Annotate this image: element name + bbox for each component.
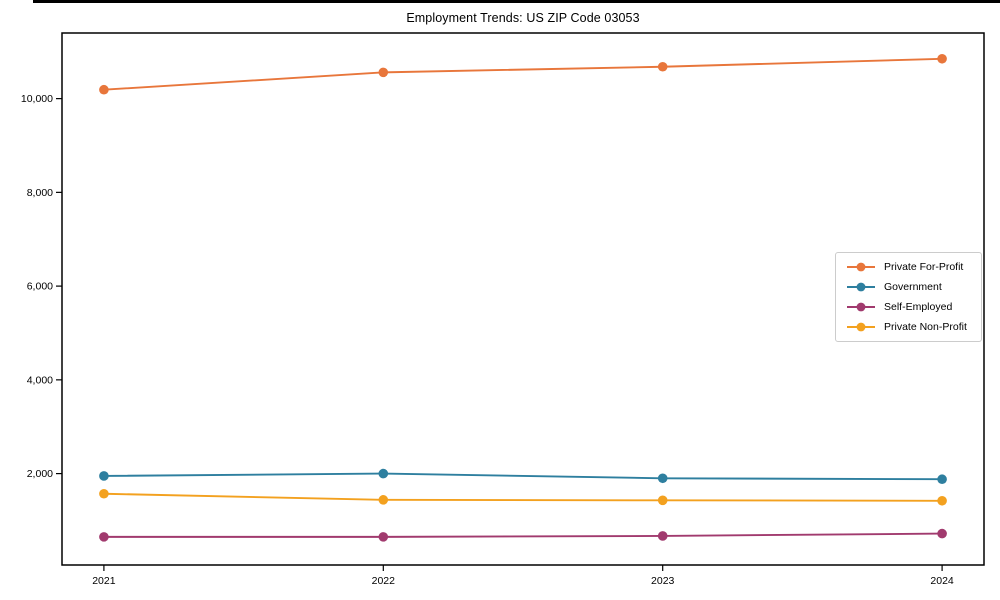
x-tick-label: 2023: [651, 575, 675, 587]
legend-marker-icon: [847, 302, 875, 312]
legend-label: Private For-Profit: [884, 261, 964, 273]
data-point-private-non-profit-2021: [99, 488, 109, 499]
plot-border: [61, 32, 985, 566]
data-point-private-for-profit-2024: [937, 53, 947, 64]
data-point-private-non-profit-2024: [937, 495, 947, 506]
legend-entry-private-for-profit: Private For-Profit: [846, 261, 971, 273]
data-point-government-2022: [378, 468, 389, 479]
data-point-government-2021: [99, 471, 109, 481]
chart-title: Employment Trends: US ZIP Code 03053: [406, 11, 640, 25]
series-line-self-employed: [103, 532, 943, 538]
x-tick-label: 2022: [372, 575, 396, 587]
legend-marker-icon: [847, 262, 875, 272]
legend-label: Self-Employed: [884, 301, 953, 313]
legend-entry-private-non-profit: Private Non-Profit: [846, 321, 971, 333]
y-tick-label: 6,000: [27, 281, 53, 293]
series-line-private-non-profit: [103, 492, 943, 502]
data-point-government-2023: [657, 473, 668, 484]
legend-entry-self-employed: Self-Employed: [846, 301, 971, 313]
data-point-self-employed-2024: [937, 528, 947, 539]
y-tick-label: 2,000: [27, 468, 53, 480]
legend: Private For-Profit Government Self-Employe…: [835, 252, 982, 342]
legend-entry-government: Government: [846, 281, 971, 293]
data-point-self-employed-2023: [657, 531, 668, 541]
data-point-private-for-profit-2022: [378, 67, 389, 78]
legend-label: Private Non-Profit: [884, 321, 967, 333]
y-tick-label: 4,000: [27, 374, 53, 386]
data-point-private-non-profit-2023: [657, 495, 668, 506]
y-tick-label: 10,000: [21, 93, 53, 105]
series-line-government: [103, 472, 943, 481]
x-tick-label: 2021: [92, 575, 116, 587]
data-point-self-employed-2022: [378, 532, 389, 542]
x-tick-label: 2024: [930, 575, 954, 587]
legend-marker-icon: [847, 322, 875, 332]
window-edge-line: [33, 0, 1000, 3]
data-point-self-employed-2021: [99, 532, 109, 542]
data-point-private-for-profit-2021: [99, 84, 109, 95]
data-point-private-for-profit-2023: [657, 61, 668, 72]
data-point-private-non-profit-2022: [378, 495, 389, 505]
legend-label: Government: [884, 281, 942, 293]
y-tick-label: 8,000: [27, 187, 53, 199]
legend-marker-icon: [847, 282, 875, 292]
data-point-government-2024: [937, 474, 947, 485]
series-line-private-for-profit: [103, 57, 943, 91]
